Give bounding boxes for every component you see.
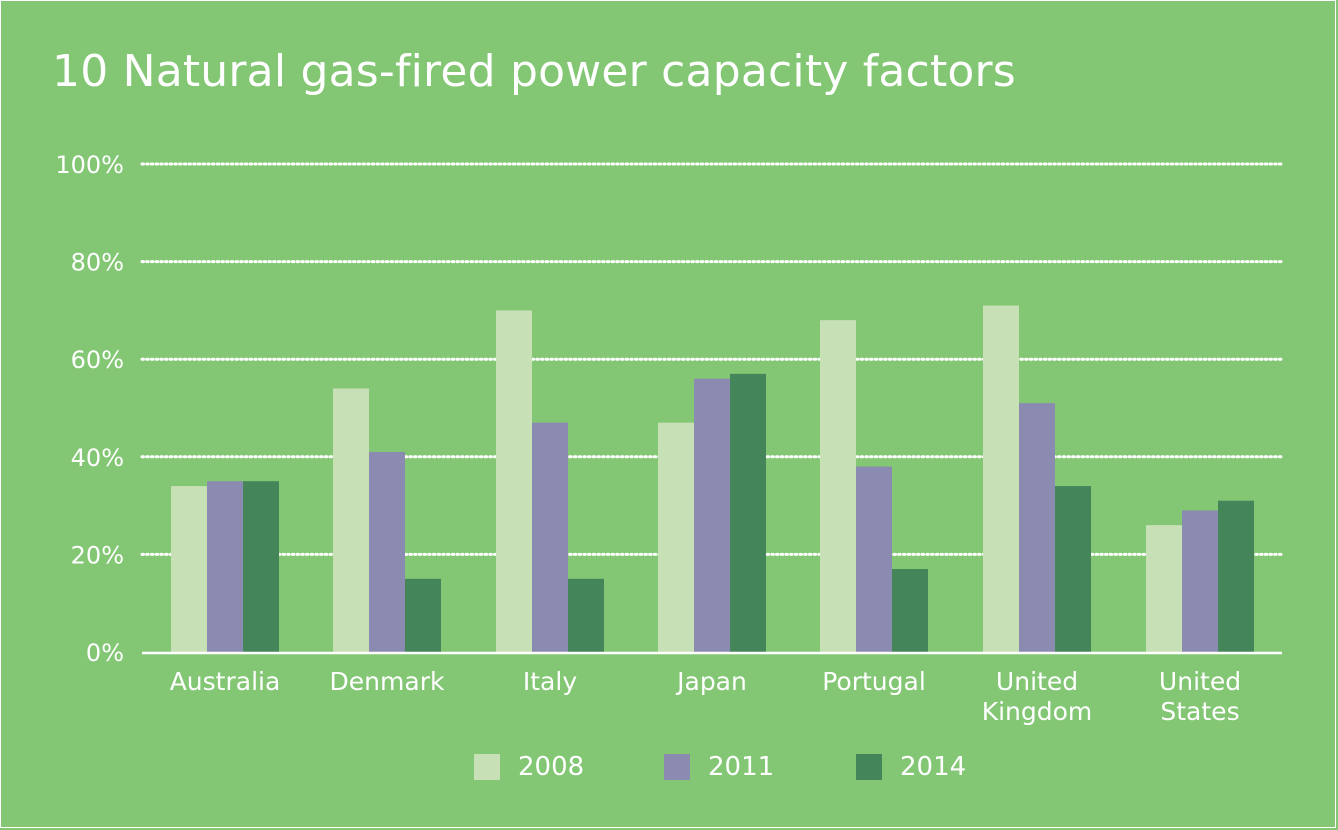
bar-2008 <box>496 310 532 652</box>
bar-2011 <box>369 451 405 652</box>
legend-label-2011: 2011 <box>708 752 775 782</box>
bar-2008 <box>171 486 207 652</box>
x-tick-label: Italy <box>523 667 577 696</box>
x-tick-label: United <box>996 667 1078 696</box>
x-tick-label: Kingdom <box>982 697 1093 726</box>
bar-2008 <box>983 305 1019 652</box>
legend-swatch-2011 <box>664 754 690 780</box>
bar-2014 <box>1055 486 1091 652</box>
y-tick-label: 40% <box>71 444 124 472</box>
bar-2014 <box>1218 500 1254 652</box>
bar-2011 <box>694 378 730 652</box>
bar-2011 <box>1182 510 1218 652</box>
bar-2014 <box>405 578 441 652</box>
y-tick-label: 100% <box>55 151 124 179</box>
legend-label-2014: 2014 <box>900 752 967 782</box>
bar-2008 <box>1146 525 1182 652</box>
bar-2014 <box>892 569 928 652</box>
bar-2014 <box>243 481 279 652</box>
bar-2014 <box>568 578 604 652</box>
chart-title: 10 Natural gas-fired power capacity fact… <box>52 46 1016 97</box>
legend-swatch-2008 <box>474 754 500 780</box>
bar-2008 <box>658 422 694 652</box>
legend-label-2008: 2008 <box>518 752 585 782</box>
y-tick-label: 0% <box>86 639 124 667</box>
legend-swatch-2014 <box>856 754 882 780</box>
x-tick-label: Australia <box>170 667 281 696</box>
bar-2011 <box>856 466 892 652</box>
bar-2011 <box>1019 403 1055 652</box>
y-tick-label: 60% <box>71 346 124 374</box>
legend-item-2011: 2011 <box>664 752 774 782</box>
x-tick-label: States <box>1160 697 1239 726</box>
legend-item-2014: 2014 <box>856 752 966 782</box>
bar-2008 <box>333 388 369 652</box>
bar-2011 <box>532 422 568 652</box>
y-tick-label: 80% <box>71 249 124 277</box>
x-tick-label: Portugal <box>822 667 926 696</box>
x-tick-label: Denmark <box>330 667 445 696</box>
x-tick-label: United <box>1159 667 1241 696</box>
bar-2008 <box>820 320 856 652</box>
chart-legend: 2008 2011 2014 <box>0 752 1338 788</box>
bar-2014 <box>730 373 766 652</box>
bar-2011 <box>207 481 243 652</box>
y-tick-label: 20% <box>71 541 124 569</box>
x-tick-label: Japan <box>675 667 747 696</box>
legend-item-2008: 2008 <box>474 752 584 782</box>
